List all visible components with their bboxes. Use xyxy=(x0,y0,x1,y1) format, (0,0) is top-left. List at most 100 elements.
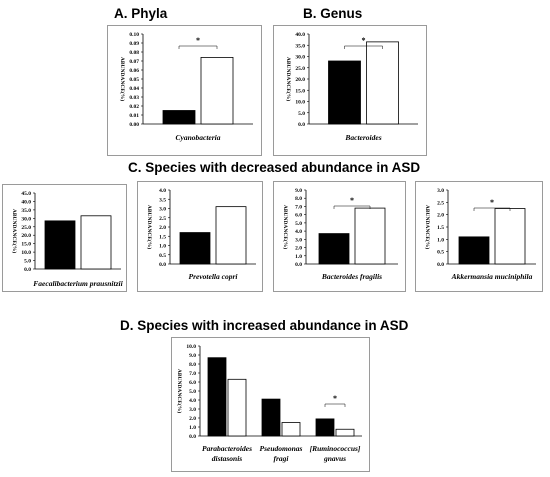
y-tick-label: 1.0 xyxy=(159,244,166,250)
significance-bracket xyxy=(333,205,371,209)
y-tick-label: 1.5 xyxy=(437,225,444,231)
category-label: Bacteroides xyxy=(344,133,381,142)
bar-asd xyxy=(261,398,281,437)
y-tick-label: 0.0 xyxy=(24,267,31,273)
chart-c3: 0.0 1.0 2.0 3.0 4.0 5.0 6.0 7.0 8.0 9.0 ABUNDANCE(… xyxy=(282,188,398,281)
y-tick-label: 6.0 xyxy=(189,380,196,386)
y-tick-label: 2.0 xyxy=(189,416,196,422)
y-tick-label: 10.0 xyxy=(295,100,305,106)
y-tick-label: 25.0 xyxy=(21,225,31,231)
bar-asd xyxy=(207,357,227,437)
chart-panel-b: 0.0 5.0 10.0 15.0 20.0 25.0 30.0 35.0 40.0 ABUNDA… xyxy=(273,25,427,156)
chart-panel-c1: 0.0 5.0 10.0 15.0 20.0 25.0 30.0 35.0 40.0 45.0 AB… xyxy=(2,184,127,292)
y-axis-label: ABUNDANCE(%) xyxy=(119,57,126,101)
category-label: Parabacteroides xyxy=(202,444,252,453)
y-axis-label: ABUNDANCE(%) xyxy=(11,209,18,253)
category-label: Cyanobacteria xyxy=(176,133,221,142)
y-axis-label: ABUNDANCE(%) xyxy=(285,57,292,101)
y-tick-label: 5.0 xyxy=(189,389,196,395)
chart-panel-a: 0.00 0.01 0.02 0.03 0.04 0.05 0.06 0.07 0.08 0.09… xyxy=(107,25,262,156)
significance-bracket xyxy=(324,403,346,407)
title-increased: D. Species with increased abundance in A… xyxy=(120,318,409,333)
chart-panel-c2: 0.0 0.5 1.0 1.5 2.0 2.5 3.0 3.5 4.0 ABUNDANCE(%) P… xyxy=(137,181,263,292)
bar-control xyxy=(354,207,386,265)
bar-control xyxy=(227,378,247,437)
y-tick-label: 0.06 xyxy=(129,68,139,74)
y-tick-label: 0.00 xyxy=(129,122,139,128)
y-tick-label: 1.5 xyxy=(159,234,166,240)
significance-star: * xyxy=(362,36,366,45)
y-tick-label: 0.08 xyxy=(129,50,139,56)
category-label: [Ruminococcus] xyxy=(310,444,361,453)
y-tick-label: 0.04 xyxy=(129,86,139,92)
bar-control xyxy=(200,56,234,125)
y-tick-label: 30.0 xyxy=(295,55,305,61)
y-tick-label: 0.01 xyxy=(129,113,139,119)
y-tick-label: 30.0 xyxy=(21,216,31,222)
y-tick-label: 7.0 xyxy=(295,204,302,210)
significance-star: * xyxy=(350,196,354,205)
y-axis-label: ABUNDANCE(%) xyxy=(146,205,153,249)
bar-control xyxy=(215,206,247,265)
bar-control xyxy=(366,41,399,125)
y-tick-label: 15.0 xyxy=(295,88,305,94)
significance-bracket xyxy=(178,45,218,49)
chart-panel-d: 0.0 1.0 2.0 3.0 4.0 5.0 6.0 7.0 8.0 9.0 10.0 ABUNDA… xyxy=(171,337,370,472)
y-tick-label: 1.0 xyxy=(295,254,302,260)
y-tick-label: 3.0 xyxy=(437,188,444,194)
bar-control xyxy=(281,422,301,437)
chart-c2: 0.0 0.5 1.0 1.5 2.0 2.5 3.0 3.5 4.0 ABUNDANCE(%) P… xyxy=(146,188,256,281)
y-tick-label: 0.0 xyxy=(298,122,305,128)
y-tick-label: 4.0 xyxy=(295,229,302,235)
y-tick-label: 0.07 xyxy=(129,59,139,65)
significance-star: * xyxy=(490,198,494,207)
y-tick-label: 2.5 xyxy=(159,216,166,222)
title-phyla: A. Phyla xyxy=(114,6,168,21)
chart-panel-c4: 0.0 0.5 1.0 1.5 2.0 2.5 3.0 ABUNDANCE(%) Akkerma… xyxy=(415,181,543,292)
category-label: Prevotella copri xyxy=(189,272,239,281)
y-tick-label: 8.0 xyxy=(189,362,196,368)
y-tick-label: 3.0 xyxy=(295,237,302,243)
bar-asd xyxy=(328,60,361,125)
y-tick-label: 2.5 xyxy=(437,200,444,206)
y-tick-label: 5.0 xyxy=(295,221,302,227)
y-tick-label: 3.0 xyxy=(189,407,196,413)
bar-control xyxy=(335,428,355,437)
chart-d: 0.0 1.0 2.0 3.0 4.0 5.0 6.0 7.0 8.0 9.0 10.0 ABUNDA… xyxy=(176,344,362,463)
significance-bracket xyxy=(473,207,511,211)
significance-bracket xyxy=(344,45,383,49)
category-label: Pseudomonas xyxy=(260,444,303,453)
category-label: fragi xyxy=(274,454,290,463)
y-tick-label: 8.0 xyxy=(295,196,302,202)
y-tick-label: 10.0 xyxy=(186,344,196,350)
y-tick-label: 45.0 xyxy=(21,191,31,197)
y-tick-label: 20.0 xyxy=(21,233,31,239)
bar-asd xyxy=(318,233,350,265)
chart-a: 0.00 0.01 0.02 0.03 0.04 0.05 0.06 0.07 0.08 0.09… xyxy=(119,32,253,142)
y-tick-label: 10.0 xyxy=(21,250,31,256)
y-tick-label: 1.0 xyxy=(437,237,444,243)
y-tick-label: 0.5 xyxy=(437,250,444,256)
y-tick-label: 25.0 xyxy=(295,66,305,72)
y-axis-label: ABUNDANCE(%) xyxy=(424,205,431,249)
y-tick-label: 7.0 xyxy=(189,371,196,377)
bar-asd xyxy=(162,110,196,125)
y-tick-label: 5.0 xyxy=(24,259,31,265)
category-label: Faecalibacterium prausnitzii xyxy=(33,279,123,288)
y-tick-label: 35.0 xyxy=(295,43,305,49)
bar-control xyxy=(80,215,112,270)
y-tick-label: 6.0 xyxy=(295,213,302,219)
y-tick-label: 2.0 xyxy=(295,246,302,252)
y-tick-label: 0.5 xyxy=(159,253,166,259)
y-tick-label: 0.02 xyxy=(129,104,139,110)
y-tick-label: 0.03 xyxy=(129,95,139,101)
chart-c1: 0.0 5.0 10.0 15.0 20.0 25.0 30.0 35.0 40.0 45.0 AB… xyxy=(11,191,124,288)
bar-asd xyxy=(44,220,76,270)
y-tick-label: 2.0 xyxy=(159,225,166,231)
y-tick-label: 35.0 xyxy=(21,208,31,214)
y-axis-label: ABUNDANCE(%) xyxy=(282,205,289,249)
y-tick-label: 9.0 xyxy=(295,188,302,194)
y-tick-label: 40.0 xyxy=(21,199,31,205)
bar-asd xyxy=(315,418,335,437)
y-tick-label: 4.0 xyxy=(189,398,196,404)
